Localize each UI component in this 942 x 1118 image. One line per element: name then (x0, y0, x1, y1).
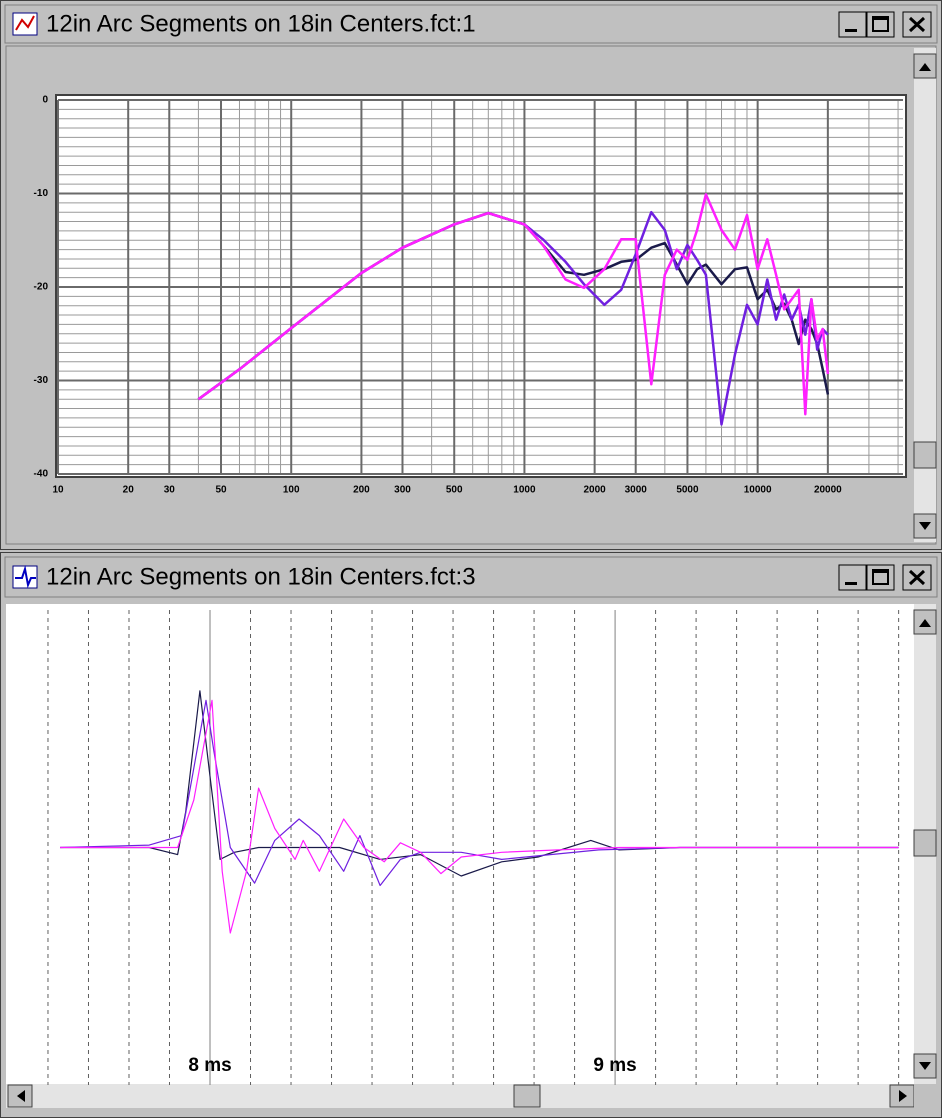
maximize-button[interactable] (866, 11, 895, 38)
scroll-right-button[interactable] (889, 1084, 915, 1108)
x-tick-label: 50 (215, 485, 227, 496)
frequency-chart: 10 20 30 50 100 200 300 500 1000 2000 3000 5000 1000… (34, 95, 903, 496)
x-tick-label: 100 (283, 485, 300, 496)
x-tick-label: 9 ms (593, 1055, 636, 1076)
close-button[interactable] (902, 11, 932, 38)
y-tick-label: -20 (34, 282, 49, 293)
x-tick-label: 5000 (676, 485, 699, 496)
x-tick-label: 10000 (744, 485, 772, 496)
maximize-button[interactable] (866, 564, 895, 591)
y-tick-label: -10 (34, 188, 49, 199)
y-tick-label: -40 (34, 469, 49, 480)
window-frequency: 12in Arc Segments on 18in Centers.fct:1 (0, 0, 942, 550)
x-tick-label: 20 (123, 485, 135, 496)
y-tick-label: -30 (34, 375, 49, 386)
horizontal-scrollbar[interactable] (6, 1084, 914, 1108)
scroll-thumb[interactable] (913, 829, 937, 857)
series-line (60, 690, 899, 877)
x-tick-label: 1000 (513, 485, 536, 496)
window-title: 12in Arc Segments on 18in Centers.fct:1 (46, 10, 476, 37)
size-grip (914, 1084, 936, 1108)
x-tick-label: 2000 (584, 485, 607, 496)
y-tick-label: 0 (42, 95, 48, 106)
series-line (197, 193, 830, 416)
x-tick-label: 10 (52, 485, 64, 496)
window-icon-glyph (15, 15, 35, 31)
title-bar (4, 4, 938, 44)
scroll-down-button[interactable] (913, 1053, 937, 1079)
impulse-chart: 8 ms 9 ms (47, 610, 900, 1085)
vertical-scrollbar[interactable] (914, 48, 936, 542)
scroll-down-button[interactable] (913, 513, 937, 539)
x-tick-label: 8 ms (188, 1055, 231, 1076)
title-bar (4, 556, 938, 598)
window-impulse: 12in Arc Segments on 18in Centers.fct:3 (0, 552, 942, 1118)
scroll-left-button[interactable] (7, 1084, 33, 1108)
series-line (60, 699, 899, 934)
scroll-up-button[interactable] (913, 609, 937, 635)
window-title: 12in Arc Segments on 18in Centers.fct:3 (46, 563, 476, 590)
scroll-thumb[interactable] (913, 441, 937, 469)
x-tick-label: 200 (353, 485, 370, 496)
plot-area (6, 604, 914, 1084)
x-tick-label: 20000 (814, 485, 842, 496)
x-tick-label: 300 (394, 485, 411, 496)
x-tick-label: 3000 (625, 485, 648, 496)
window-icon-glyph (15, 565, 36, 589)
scroll-thumb[interactable] (513, 1084, 541, 1108)
minimize-button[interactable] (838, 11, 867, 38)
minimize-button[interactable] (838, 564, 867, 591)
x-tick-label: 30 (164, 485, 176, 496)
x-tick-label: 500 (446, 485, 463, 496)
close-button[interactable] (902, 564, 932, 591)
scroll-up-button[interactable] (913, 53, 937, 79)
